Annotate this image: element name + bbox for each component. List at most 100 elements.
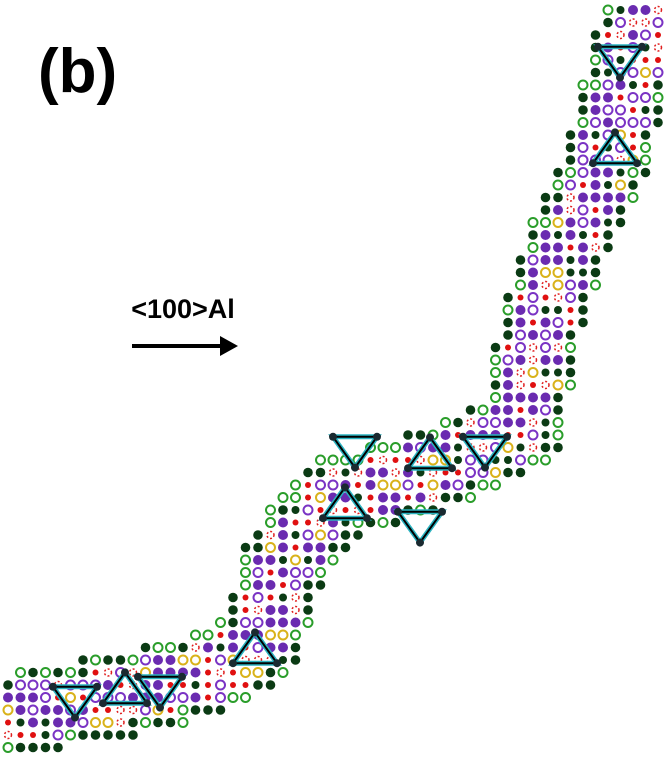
atom — [528, 405, 538, 415]
atom — [366, 480, 376, 490]
atom — [253, 530, 263, 540]
atom — [228, 643, 238, 653]
atom — [578, 318, 588, 328]
atom — [567, 207, 574, 214]
atom — [254, 593, 263, 602]
atom — [279, 594, 287, 602]
atom — [116, 693, 125, 702]
atom — [304, 568, 313, 577]
atom — [541, 255, 551, 265]
atom — [316, 580, 326, 590]
cluster-vertex — [416, 539, 424, 547]
atom — [18, 732, 24, 738]
atom — [529, 256, 538, 265]
atom — [416, 493, 426, 503]
atom — [603, 205, 613, 215]
atom — [29, 681, 38, 690]
atom — [516, 343, 525, 352]
atom — [329, 556, 338, 565]
atom — [4, 706, 13, 715]
atom — [603, 243, 613, 253]
atom — [117, 707, 124, 714]
atom — [579, 206, 588, 215]
cluster-vertex — [99, 699, 107, 707]
atom — [292, 607, 299, 614]
atom — [241, 581, 250, 590]
atom — [517, 369, 524, 376]
atom — [553, 168, 563, 178]
atom — [391, 481, 400, 490]
atom — [28, 693, 38, 703]
atom — [541, 193, 551, 203]
atom — [266, 518, 275, 527]
atom — [641, 143, 650, 152]
atom — [154, 643, 163, 652]
atom — [116, 730, 126, 740]
atom — [591, 193, 601, 203]
atom — [268, 570, 274, 576]
atom — [266, 543, 275, 552]
atom — [578, 280, 588, 290]
atom — [553, 393, 563, 403]
atom — [641, 130, 651, 140]
atom — [28, 668, 38, 678]
atom — [641, 168, 651, 178]
atom — [566, 168, 575, 177]
atom — [629, 81, 637, 89]
atom — [303, 543, 313, 553]
atom — [642, 106, 650, 114]
atom — [592, 131, 600, 139]
atom — [617, 6, 625, 14]
atom — [553, 205, 563, 215]
atom — [318, 507, 324, 513]
cluster-vertex — [459, 433, 467, 441]
atom — [629, 93, 638, 102]
atom — [78, 730, 88, 740]
atom — [153, 718, 163, 728]
atom — [553, 443, 563, 453]
cluster-vertex — [363, 514, 371, 522]
atom — [16, 693, 26, 703]
atom — [341, 543, 351, 553]
atom — [593, 232, 599, 238]
atom — [216, 705, 226, 715]
atom — [593, 207, 599, 213]
atom — [503, 405, 513, 415]
atom — [529, 293, 538, 302]
atom — [479, 418, 488, 427]
atom — [630, 145, 636, 151]
atom — [278, 605, 288, 615]
atom — [166, 718, 176, 728]
atom — [368, 507, 374, 513]
atom — [205, 670, 211, 676]
atom — [641, 156, 650, 165]
cluster-vertex — [71, 714, 79, 722]
cluster-vertex — [143, 699, 151, 707]
atom — [266, 506, 275, 515]
atom — [266, 680, 276, 690]
atom — [454, 481, 463, 490]
atom — [504, 443, 513, 452]
atom — [280, 582, 286, 588]
atom — [404, 481, 413, 490]
atom — [491, 356, 500, 365]
atom — [5, 732, 12, 739]
atom — [179, 706, 188, 715]
atom — [503, 330, 513, 340]
atom — [530, 357, 537, 364]
atom — [654, 93, 663, 102]
atom — [166, 655, 176, 665]
atom — [316, 456, 325, 465]
atom — [378, 493, 388, 503]
atom — [641, 118, 650, 127]
atom — [391, 493, 401, 503]
atom — [567, 269, 575, 277]
atom — [291, 655, 301, 665]
atom — [554, 306, 562, 314]
atom — [241, 568, 250, 577]
atom — [629, 118, 638, 127]
atom — [343, 507, 349, 513]
atom — [604, 81, 613, 90]
atom — [578, 255, 588, 265]
atom — [516, 268, 526, 278]
